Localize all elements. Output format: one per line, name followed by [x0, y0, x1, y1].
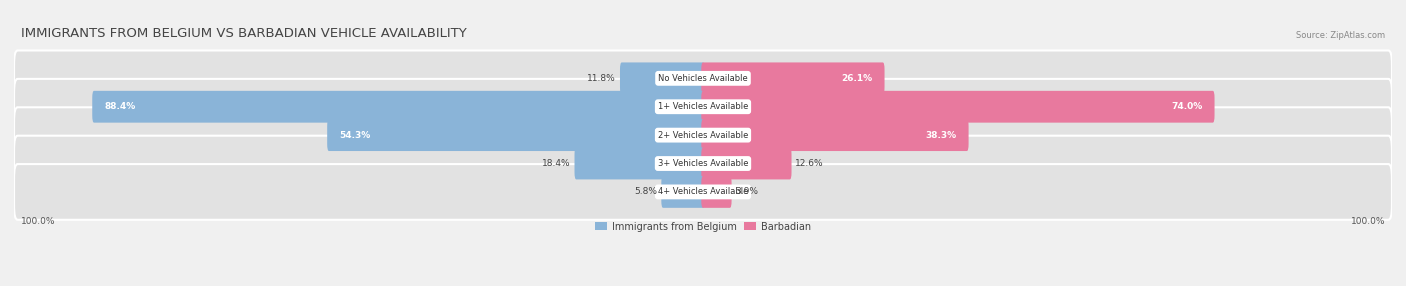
Text: 3+ Vehicles Available: 3+ Vehicles Available — [658, 159, 748, 168]
Text: 88.4%: 88.4% — [104, 102, 135, 111]
Text: 74.0%: 74.0% — [1171, 102, 1202, 111]
Text: 4+ Vehicles Available: 4+ Vehicles Available — [658, 187, 748, 196]
Text: 100.0%: 100.0% — [1351, 217, 1385, 226]
FancyBboxPatch shape — [14, 79, 1392, 135]
Text: 3.9%: 3.9% — [735, 187, 758, 196]
Text: 100.0%: 100.0% — [21, 217, 55, 226]
FancyBboxPatch shape — [702, 176, 731, 208]
Text: 11.8%: 11.8% — [588, 74, 616, 83]
FancyBboxPatch shape — [702, 148, 792, 179]
FancyBboxPatch shape — [661, 176, 704, 208]
FancyBboxPatch shape — [702, 119, 969, 151]
Text: 38.3%: 38.3% — [925, 131, 956, 140]
Text: Source: ZipAtlas.com: Source: ZipAtlas.com — [1296, 31, 1385, 40]
FancyBboxPatch shape — [620, 62, 704, 94]
FancyBboxPatch shape — [14, 107, 1392, 163]
Text: 5.8%: 5.8% — [634, 187, 658, 196]
Text: IMMIGRANTS FROM BELGIUM VS BARBADIAN VEHICLE AVAILABILITY: IMMIGRANTS FROM BELGIUM VS BARBADIAN VEH… — [21, 27, 467, 40]
FancyBboxPatch shape — [14, 164, 1392, 220]
FancyBboxPatch shape — [702, 62, 884, 94]
FancyBboxPatch shape — [14, 136, 1392, 191]
FancyBboxPatch shape — [328, 119, 704, 151]
FancyBboxPatch shape — [93, 91, 704, 123]
FancyBboxPatch shape — [702, 91, 1215, 123]
Text: 18.4%: 18.4% — [543, 159, 571, 168]
Text: 2+ Vehicles Available: 2+ Vehicles Available — [658, 131, 748, 140]
Text: No Vehicles Available: No Vehicles Available — [658, 74, 748, 83]
FancyBboxPatch shape — [14, 51, 1392, 106]
Text: 26.1%: 26.1% — [841, 74, 873, 83]
FancyBboxPatch shape — [575, 148, 704, 179]
Text: 54.3%: 54.3% — [339, 131, 371, 140]
Legend: Immigrants from Belgium, Barbadian: Immigrants from Belgium, Barbadian — [595, 222, 811, 232]
Text: 1+ Vehicles Available: 1+ Vehicles Available — [658, 102, 748, 111]
Text: 12.6%: 12.6% — [796, 159, 824, 168]
